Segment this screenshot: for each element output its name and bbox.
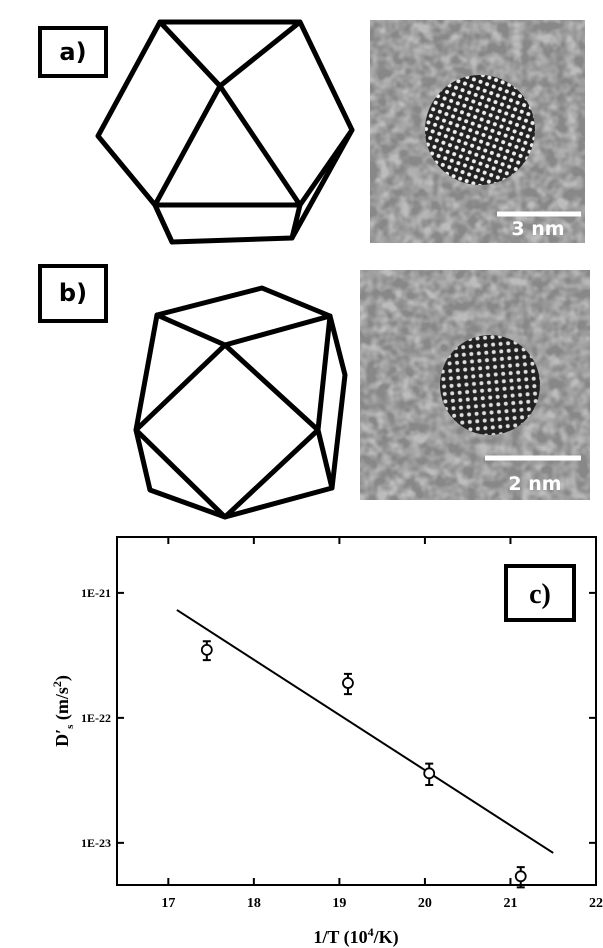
x-label-text: 1/T (10 — [313, 927, 367, 948]
scale-bar-label: 3 nm — [511, 218, 564, 240]
y-label-text: ) — [52, 675, 73, 681]
x-tick-label: 18 — [247, 896, 261, 911]
x-tick-label: 20 — [418, 896, 432, 911]
y-tick-label: 1E-23 — [81, 836, 111, 850]
data-point — [424, 768, 434, 778]
panel-label: b) — [59, 279, 87, 307]
y-label-text: D′ — [52, 729, 72, 747]
tem-image-b: 2 nm — [360, 270, 590, 500]
x-tick-label: 22 — [589, 896, 603, 911]
fit-line — [177, 610, 553, 853]
data-point — [202, 645, 212, 655]
data-point — [343, 678, 353, 688]
scale-bar-label: 2 nm — [508, 473, 561, 495]
data-point — [516, 871, 526, 881]
y-tick-label: 1E-21 — [81, 586, 111, 600]
polyhedron-a — [98, 22, 352, 242]
y-axis-label: D′s (m/s2) — [50, 675, 76, 747]
figure: a) 3 nm b) 2 nm c) 1/T (104/K) D′s — [0, 0, 603, 948]
x-tick-label: 19 — [332, 896, 346, 911]
panel-label: c) — [529, 579, 551, 610]
tem-image-a: 3 nm — [370, 20, 585, 243]
polyhedron-b — [136, 288, 345, 517]
y-label-text: (m/s — [52, 687, 73, 725]
x-label-text: /K) — [373, 927, 399, 948]
x-axis-label: 1/T (104/K) — [313, 925, 398, 948]
panel-label: a) — [59, 38, 86, 66]
x-tick-label: 21 — [503, 896, 517, 911]
x-tick-label: 17 — [161, 896, 175, 911]
chart: c) 1/T (104/K) D′s (m/s2) 17 18 19 20 21 22 1E… — [50, 537, 603, 948]
y-tick-label: 1E-22 — [81, 711, 111, 725]
